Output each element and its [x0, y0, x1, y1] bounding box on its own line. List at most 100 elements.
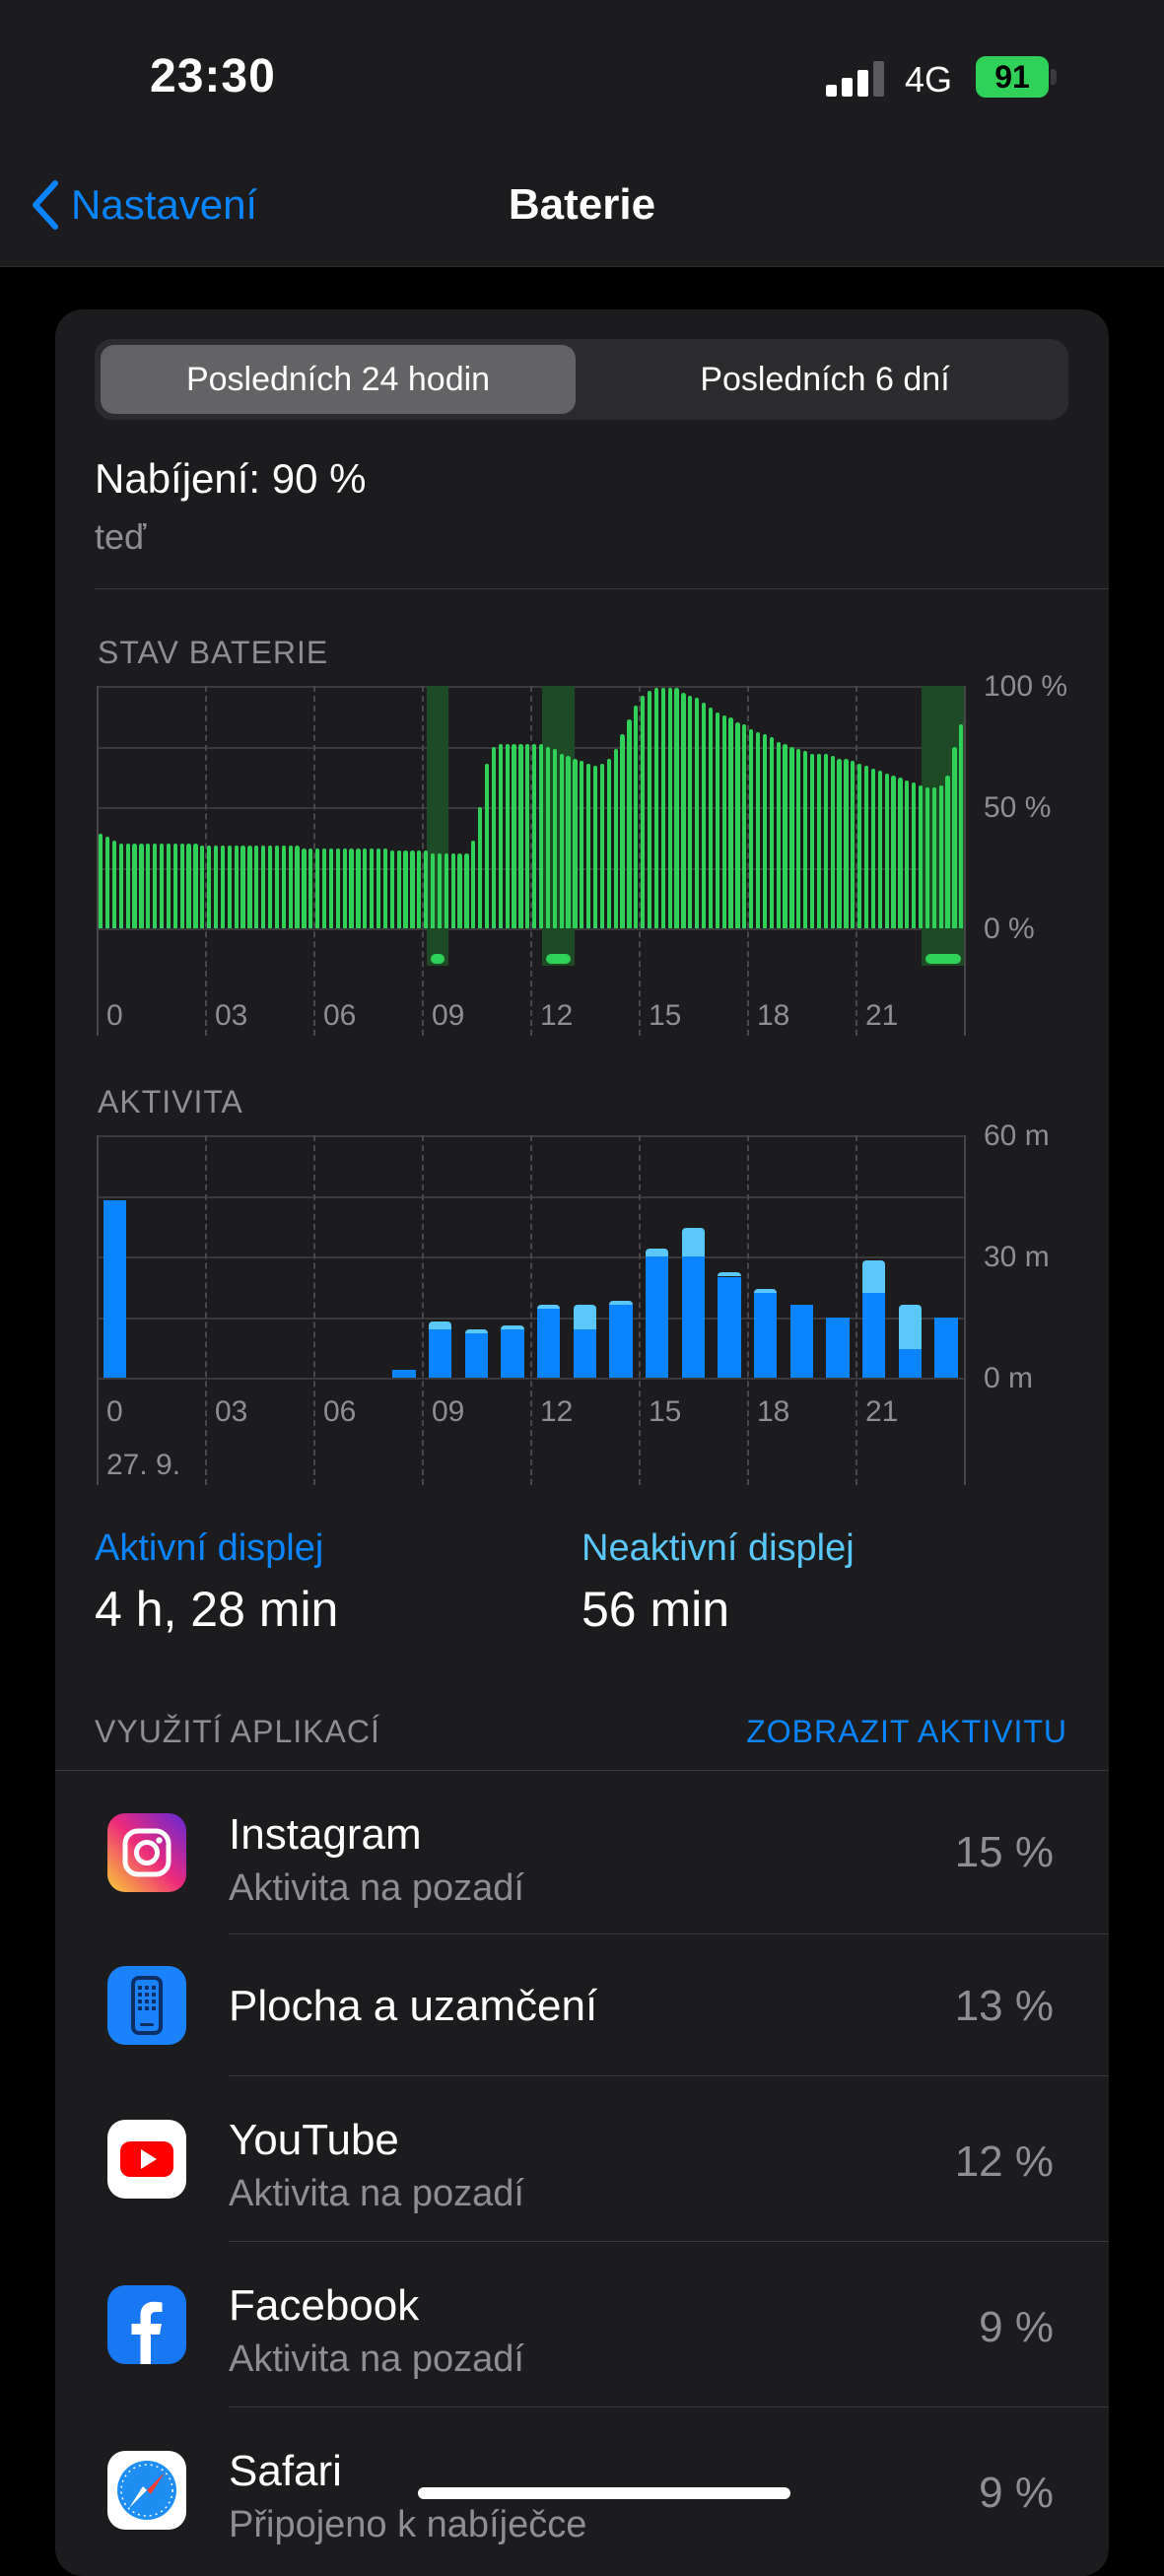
battery-level-bar: [308, 847, 313, 928]
app-row-youtube[interactable]: YouTube Aktivita na pozadí 12 %: [55, 2076, 1109, 2242]
app-name: YouTube: [229, 2116, 399, 2164]
battery-level-bar: [315, 847, 320, 928]
battery-tip: [1051, 69, 1057, 85]
battery-level-bar: [796, 748, 801, 928]
battery-level-bar: [769, 736, 774, 928]
chevron-left-icon: [33, 180, 58, 230]
safari-icon: [107, 2451, 186, 2530]
gridline-vertical: [422, 686, 424, 1036]
battery-level-chart: 0 03 06 09 12 15 18 21: [97, 686, 966, 1051]
activity-y-label-0: 0 m: [984, 1362, 1034, 1394]
battery-level-bar: [844, 758, 849, 928]
battery-y-label-100: 100 %: [984, 670, 1068, 703]
battery-level-bar: [457, 852, 462, 928]
battery-level-bar: [491, 746, 496, 928]
battery-level-bar: [484, 763, 490, 928]
battery-level-bar: [254, 846, 259, 928]
home-indicator[interactable]: [418, 2487, 790, 2499]
battery-level-bar: [464, 852, 469, 928]
gridline-vertical: [856, 686, 857, 1036]
activity-bar-active: [537, 1309, 561, 1378]
divider: [229, 2075, 1109, 2076]
tab-last-6-days[interactable]: Posledních 6 dní: [700, 361, 950, 398]
battery-level-bar: [518, 744, 523, 928]
battery-level-bar: [342, 847, 347, 928]
battery-level-bar: [837, 758, 842, 928]
app-row-home-screen[interactable]: Plocha a uzamčení 13 %: [55, 1934, 1109, 2076]
show-activity-link[interactable]: ZOBRAZIT AKTIVITU: [746, 1714, 1067, 1749]
youtube-icon: [107, 2120, 186, 2199]
tab-last-24-hours[interactable]: Posledních 24 hodin: [101, 345, 576, 414]
battery-level-bar: [153, 843, 158, 928]
battery-level-bar: [159, 843, 165, 928]
activity-bar-active: [103, 1199, 127, 1378]
app-row-facebook[interactable]: Facebook Aktivita na pozadí 9 %: [55, 2242, 1109, 2407]
battery-level-bar: [213, 846, 219, 928]
battery-level-bar: [803, 751, 808, 928]
battery-level-bar: [538, 744, 544, 928]
battery-level-bar: [851, 761, 856, 928]
battery-level-bar: [863, 766, 869, 928]
battery-x-label-03: 03: [215, 999, 248, 1032]
battery-level-bar: [545, 746, 550, 928]
active-display-value: 4 h, 28 min: [95, 1582, 339, 1637]
divider: [229, 1933, 1109, 1934]
battery-level-bar: [247, 846, 252, 928]
activity-bar-active: [681, 1256, 706, 1378]
activity-section-label: AKTIVITA: [98, 1084, 243, 1119]
activity-x-label-15: 15: [649, 1395, 682, 1428]
battery-level-bar: [220, 846, 225, 928]
battery-x-label-0: 0: [106, 999, 123, 1032]
back-label: Nastavení: [71, 181, 258, 228]
gridline-vertical: [205, 1135, 207, 1485]
activity-date-label: 27. 9.: [106, 1449, 181, 1481]
inactive-display-label: Neaktivní displej: [582, 1527, 855, 1569]
battery-level-bar: [288, 846, 293, 928]
gridline-vertical: [530, 1135, 532, 1485]
battery-level-bar: [721, 714, 726, 928]
battery-level-bar: [945, 776, 950, 928]
battery-level-bar: [139, 843, 144, 928]
app-name: Safari: [229, 2447, 342, 2495]
battery-level-bar: [382, 847, 387, 928]
battery-level-bar: [166, 843, 171, 928]
battery-level-bar: [924, 787, 929, 928]
battery-level-bar: [959, 724, 964, 928]
battery-level-bar: [735, 721, 740, 928]
activity-x-label-0: 0: [106, 1395, 123, 1428]
battery-level-bar: [99, 834, 103, 928]
battery-level-bar: [186, 843, 191, 928]
app-row-instagram[interactable]: Instagram Aktivita na pozadí 15 %: [55, 1771, 1109, 1934]
battery-level-bar: [267, 846, 273, 928]
charging-indicator: [925, 954, 961, 964]
back-button[interactable]: Nastavení: [30, 175, 257, 235]
battery-level-bar: [708, 708, 713, 928]
activity-x-label-21: 21: [865, 1395, 899, 1428]
activity-y-label-60: 60 m: [984, 1119, 1050, 1152]
activity-bar-inactive: [862, 1260, 886, 1293]
app-percentage: 9 %: [979, 2469, 1054, 2517]
battery-level-bar: [620, 734, 625, 928]
activity-x-label-09: 09: [432, 1395, 465, 1428]
activity-bar-inactive: [501, 1324, 524, 1329]
battery-level-bar: [396, 850, 401, 928]
battery-level-bar: [688, 695, 693, 928]
battery-level-bar: [356, 847, 361, 928]
battery-level-bar: [430, 852, 436, 928]
activity-bar-active: [862, 1292, 886, 1378]
gridline-vertical: [639, 1135, 641, 1485]
activity-bar-inactive: [754, 1288, 778, 1293]
activity-x-label-03: 03: [215, 1395, 248, 1428]
charge-status: Nabíjení: 90 %: [95, 455, 367, 502]
activity-bar-active: [501, 1328, 524, 1378]
battery-level-bar: [728, 716, 733, 928]
battery-level-bar: [417, 850, 422, 928]
app-name: Facebook: [229, 2281, 420, 2330]
gridline-vertical: [964, 686, 966, 1036]
gridline-vertical: [747, 1135, 749, 1485]
battery-x-label-21: 21: [865, 999, 899, 1032]
battery-level-bar: [410, 850, 415, 928]
battery-x-label-12: 12: [540, 999, 574, 1032]
battery-level-bar: [592, 766, 598, 928]
battery-level-bar: [891, 776, 896, 928]
